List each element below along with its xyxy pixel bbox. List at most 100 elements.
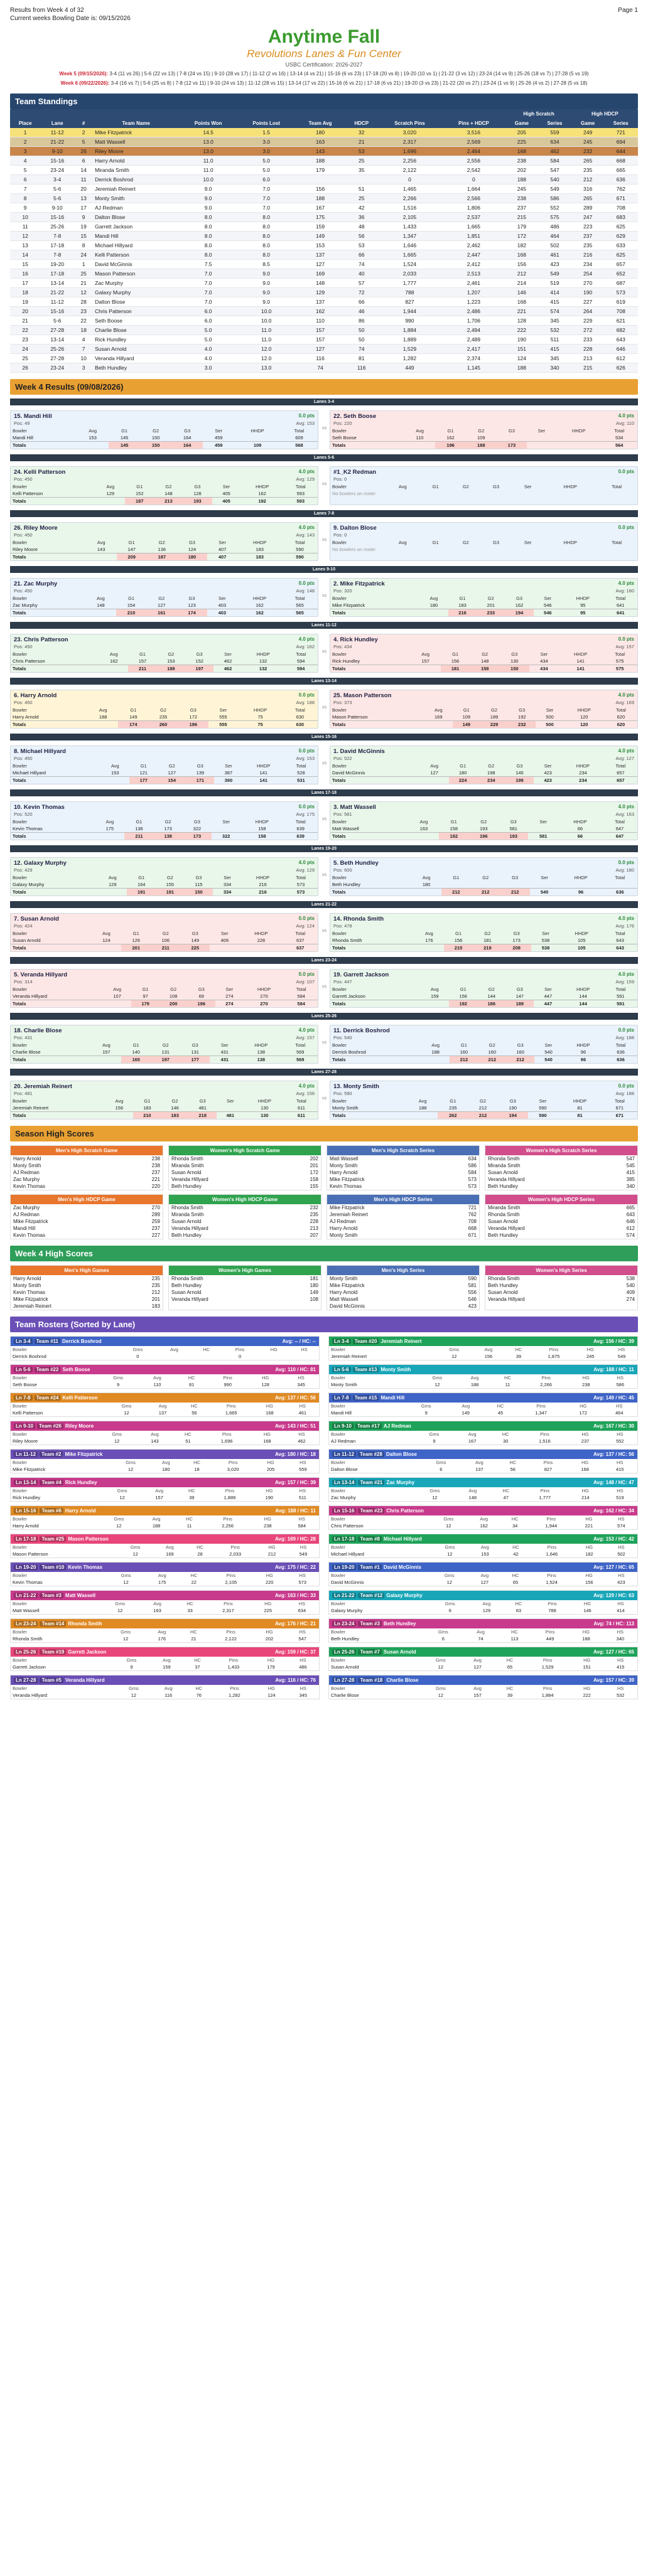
score-cell: 334 (223, 882, 232, 887)
total-cell: 196 (435, 441, 466, 449)
score-column-label: G2 (170, 986, 177, 992)
score-column-label: Avg (105, 819, 114, 825)
total-cell: 434 (529, 665, 559, 672)
roster-cell: 39 (516, 1354, 522, 1359)
roster-column-label: HG (585, 1573, 593, 1578)
standings-row: 23 13-14 4 Rick Hundley 5.0 11.0 157 50 1,889 2,4… (10, 334, 638, 345)
roster-cell: 12 (132, 1551, 138, 1557)
total-cell: 643 (603, 944, 637, 951)
score-column-label: Avg (429, 596, 438, 601)
score-cell: Monty Smith (332, 1105, 359, 1111)
standings-column-label: Place (10, 119, 41, 128)
roster-column-label: Gms (117, 1488, 127, 1494)
roster-column-label: Pins (223, 1516, 232, 1522)
score-column-label: Avg (434, 707, 443, 713)
team-name: 15. Mandi Hill (14, 413, 52, 420)
bowler-name: Kevin Thomas (13, 1184, 45, 1189)
no-bowlers-note: No bowlers on roster (332, 547, 376, 552)
score-value: 612 (626, 1226, 635, 1231)
roster-cell: Riley Moore (13, 1438, 38, 1444)
score-cell: 609 (295, 435, 303, 441)
score-column-label: G2 (162, 1042, 169, 1048)
team-name-cell: Mike Fitzpatrick (93, 128, 180, 137)
standings-row: 17 13-14 21 Zac Murphy 7.0 9.0 148 57 1,777 2,461… (10, 278, 638, 288)
standings-row: 13 17-18 8 Michael Hillyard 8.0 8.0 153 53 1,646… (10, 240, 638, 250)
card-header: 1. David McGinnis 4.0 pts (330, 746, 637, 756)
score-cell: 158 (258, 826, 266, 831)
bowler-scores-table: Bowler Avg G1 G2 G3 Ser HHDP Total Garrett Jacks… (330, 986, 637, 1007)
standings-cell: 9 (74, 212, 94, 222)
roster-avg-hc: Avg: 175 / HC: 22 (274, 1564, 316, 1570)
total-cell: 81 (558, 1111, 602, 1119)
standings-cell: 7.0 (179, 287, 238, 297)
standings-heading: Team Standings (10, 94, 638, 109)
roster-header-row: Bowler Gms Avg HC Pins HG HS (329, 1374, 637, 1381)
roster-row: Dalton Blose 6 137 56 827 168 415 (329, 1466, 637, 1473)
total-cell: 212 (506, 1056, 535, 1063)
score-column-label: G3 (511, 651, 518, 657)
score-cell: 97 (143, 993, 148, 999)
roster-column-label: Avg (158, 1573, 166, 1578)
total-cell (404, 441, 436, 449)
score-column-label: HHDP (576, 1042, 590, 1048)
roster-header: Ln 17-18 Team #8 Michael Hillyard Avg: 153 … (329, 1534, 637, 1544)
score-cell: 431 (220, 1049, 229, 1055)
score-cell: 405 (222, 491, 230, 496)
score-cell: Derrick Boshrod (332, 1049, 366, 1055)
points-earned: 0.0 pts (618, 469, 634, 474)
roster-avg-hc: Avg: 137 / HC: 56 (274, 1395, 316, 1401)
score-cell: 270 (260, 993, 268, 999)
bowler-name: Susan Arnold (171, 1170, 202, 1175)
card-subheader: Pos: 450 Avg: 188 (11, 700, 318, 707)
score-cell: 148 (97, 602, 105, 608)
roster-column-label: HC (511, 1516, 519, 1522)
score-value: 155 (310, 1184, 318, 1189)
card-header: 14. Rhonda Smith 4.0 pts (330, 914, 637, 923)
standings-cell: 168 (505, 146, 538, 156)
total-cell: 186 (477, 1000, 506, 1007)
standings-cell: 143 (295, 146, 345, 156)
score-column-label: G2 (158, 540, 165, 545)
score-cell: 149 (129, 714, 138, 720)
standings-cell: 168 (505, 297, 538, 307)
standings-cell: 15-16 (40, 156, 75, 166)
standings-cell: 148 (295, 278, 345, 288)
score-column-label: G2 (165, 819, 171, 825)
bowler-scores-table: Bowler Avg G1 G2 G3 Ser HHDP Total Rhonda Smith 1… (330, 930, 637, 951)
team-name: #1_K2 Redman (333, 469, 377, 476)
total-cell: 462 (213, 665, 242, 672)
high-score-row: Zac Murphy 270 (11, 1204, 163, 1211)
standings-cell: 23-24 (40, 165, 75, 175)
bowler-name: Monty Smith (330, 1232, 358, 1238)
score-cell: 145 (516, 770, 524, 776)
bowler-header-row: Bowler Avg G1 G2 G3 Ser HHDP Total (11, 651, 318, 658)
total-cell: 95 (561, 609, 604, 616)
score-column-label: Avg (421, 651, 430, 657)
bowler-name: Mike Fitzpatrick (330, 1177, 365, 1182)
results-heading: Week 4 Results (09/08/2026) (10, 379, 638, 395)
score-cell: 140 (132, 1049, 140, 1055)
total-cell: 211 (124, 832, 154, 840)
card-subheader: Pos: 429 Avg: 129 (11, 867, 318, 874)
score-cell: 132 (259, 658, 267, 664)
score-value: 228 (310, 1219, 318, 1224)
score-column-label: Total (615, 986, 626, 992)
roster-header: Ln 19-20 Team #1 David McGinnis Avg: 127 / … (329, 1563, 637, 1572)
score-cell: 162 (256, 602, 264, 608)
standings-cell: 8.0 (179, 240, 238, 250)
roster-column-label: Bowler (13, 1460, 27, 1465)
standings-cell: 665 (603, 165, 638, 175)
roster-cell: 12 (451, 1354, 457, 1359)
roster-cell: Monty Smith (331, 1382, 357, 1387)
totals-row: Totals 262 212 194 590 81 671 (330, 1111, 637, 1119)
roster-column-label: Avg (161, 1460, 170, 1465)
roster-card: Ln 3-4 Team #11 Derrick Boshrod Avg: -- / H… (10, 1336, 320, 1360)
team-name: 21. Zac Murphy (14, 580, 58, 587)
standings-cell: 511 (537, 334, 572, 345)
total-cell: 162 (237, 609, 283, 616)
score-value: 235 (151, 1283, 160, 1288)
total-cell: Totals (330, 888, 412, 895)
roster-column-label: Avg (480, 1516, 489, 1522)
roster-column-label: Avg (481, 1544, 489, 1550)
total-cell: 132 (242, 665, 284, 672)
